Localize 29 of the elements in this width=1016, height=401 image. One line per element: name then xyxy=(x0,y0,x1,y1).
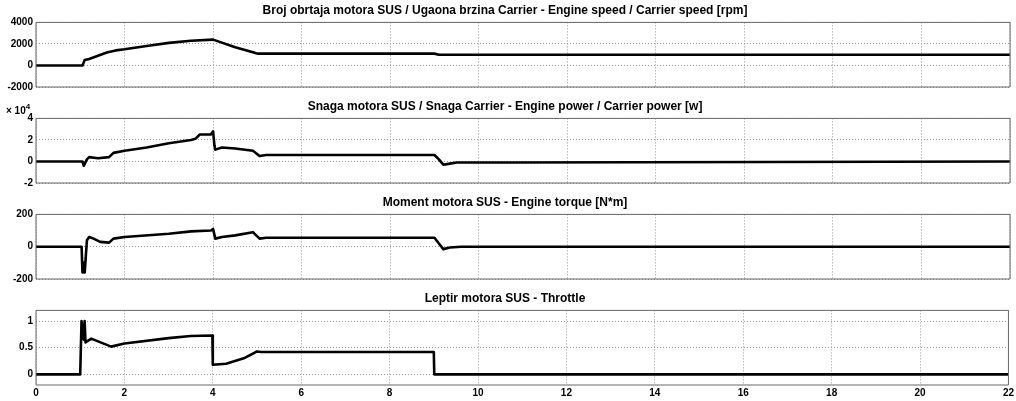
x-tick-label: 4 xyxy=(210,386,217,398)
x-tick-label: 8 xyxy=(386,386,393,398)
y-tick-label: 4 xyxy=(27,112,34,124)
x-tick-label: 2 xyxy=(121,386,128,398)
y-tick-label: 2000 xyxy=(10,37,34,49)
chart-title: Snaga motora SUS / Snaga Carrier - Engine power / Carrier power [w] xyxy=(307,98,703,113)
x-tick-label: 22 xyxy=(1002,386,1015,398)
x-tick-label: 14 xyxy=(649,386,661,398)
y-tick-label: 200 xyxy=(16,208,34,220)
y-tick-label: 0 xyxy=(27,155,34,167)
y-tick-label: 4000 xyxy=(10,16,34,28)
y-tick-label: 1 xyxy=(27,314,34,326)
chart-title: Broj obrtaja motora SUS / Ugaona brzina Carrier - Engine speed / Carrier speed [rpm] xyxy=(262,2,748,17)
x-tick-label: 10 xyxy=(472,386,485,398)
y-tick-label: 0 xyxy=(27,59,34,71)
x-tick-label: 20 xyxy=(914,386,927,398)
x-tick-label: 6 xyxy=(298,386,305,398)
x-tick-label: 16 xyxy=(737,386,750,398)
y-tick-label: -2000 xyxy=(7,80,34,92)
y-tick-label: 0 xyxy=(27,240,34,252)
chart-title: Moment motora SUS - Engine torque [N*m] xyxy=(382,194,628,209)
y-tick-label: 0 xyxy=(27,368,34,380)
y-tick-label: -2 xyxy=(24,176,34,188)
y-tick-label: -200 xyxy=(12,272,34,284)
x-tick-label: 18 xyxy=(826,386,838,398)
chart-title: Leptir motora SUS - Throttle xyxy=(424,290,586,305)
y-tick-label: 2 xyxy=(27,133,34,145)
y-tick-label: 0.5 xyxy=(19,341,34,353)
x-tick-label: 12 xyxy=(560,386,573,398)
